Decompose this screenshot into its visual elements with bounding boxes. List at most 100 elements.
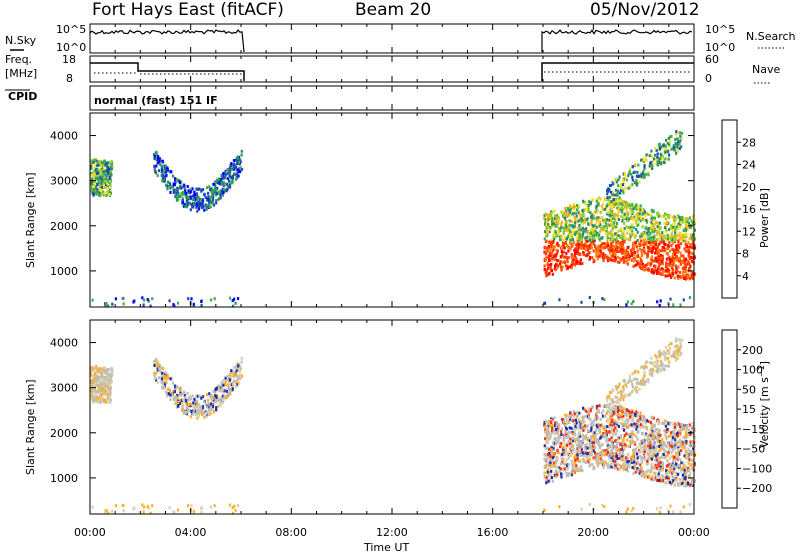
heatmap-cell [627, 186, 630, 190]
heatmap-cell [664, 450, 667, 454]
heatmap-cell [691, 242, 694, 246]
heatmap-cell [597, 216, 600, 220]
heatmap-cell [211, 402, 214, 406]
heatmap-cell [186, 203, 189, 207]
heatmap-cell [219, 386, 222, 390]
colorbar-tick-label: 28 [742, 136, 756, 149]
heatmap-cell [93, 172, 96, 176]
heatmap-cell [615, 432, 618, 436]
heatmap-cell [223, 389, 226, 393]
heatmap-cell [662, 449, 665, 453]
heatmap-cell [104, 163, 107, 167]
heatmap-cell [570, 263, 573, 267]
heatmap-cell [670, 224, 673, 228]
heatmap-cell [666, 246, 670, 250]
heatmap-cell [198, 200, 201, 204]
heatmap-cell [621, 438, 624, 442]
heatmap-cell [93, 373, 96, 377]
heatmap-cell [652, 227, 655, 231]
heatmap-cell [640, 250, 643, 254]
heatmap-cell [677, 274, 680, 278]
heatmap-cell [583, 420, 586, 424]
heatmap-cell [688, 444, 691, 448]
heatmap-cell [570, 426, 573, 430]
heatmap-cell [579, 465, 582, 469]
heatmap-cell [673, 148, 676, 152]
heatmap-cell [689, 451, 692, 455]
heatmap-cell [662, 242, 665, 246]
heatmap-cell [677, 240, 680, 244]
heatmap-cell [641, 209, 644, 213]
heatmap-cell [543, 453, 546, 457]
heatmap-cell [631, 430, 634, 434]
heatmap-cell [553, 461, 556, 465]
heatmap-cell [545, 223, 548, 227]
heatmap-cell [595, 458, 598, 462]
heatmap-cell [635, 205, 638, 208]
heatmap-cell [572, 409, 575, 413]
heatmap-cell [629, 439, 632, 443]
heatmap-cell [599, 423, 602, 427]
heatmap-cell [570, 473, 573, 477]
heatmap-cell [614, 188, 617, 192]
heatmap-cell [661, 262, 664, 266]
heatmap-cell [659, 447, 662, 451]
heatmap-cell [583, 217, 586, 221]
heatmap-cell [652, 218, 656, 222]
heatmap-cell [596, 257, 599, 261]
heatmap-cell [611, 442, 614, 446]
heatmap-cell [640, 216, 643, 220]
heatmap-cell [110, 380, 113, 384]
heatmap-cell [665, 150, 668, 154]
heatmap-cell [200, 406, 203, 409]
heatmap-cell [109, 171, 112, 175]
heatmap-cell [638, 472, 641, 475]
heatmap-cell [108, 179, 112, 183]
heatmap-cell [645, 218, 648, 222]
heatmap-cell [689, 244, 692, 248]
heatmap-cell [614, 238, 617, 242]
heatmap-cell [610, 258, 613, 262]
heatmap-cell [572, 436, 575, 440]
heatmap-cell [228, 179, 231, 183]
heatmap-cell [615, 247, 618, 251]
heatmap-cell [232, 164, 235, 168]
heatmap-cell [92, 396, 95, 399]
heatmap-cell [94, 374, 97, 378]
heatmap-cell [616, 437, 619, 441]
heatmap-cell [596, 457, 599, 461]
heatmap-cell [678, 270, 681, 274]
heatmap-cell [611, 434, 614, 438]
heatmap-cell [543, 264, 546, 268]
nave-label: Nave [752, 63, 780, 76]
heatmap-cell [625, 178, 628, 182]
heatmap-cell [636, 204, 640, 208]
heatmap-cell [617, 250, 620, 253]
heatmap-cell [625, 432, 628, 436]
heatmap-cell [193, 202, 197, 206]
heatmap-cell [224, 383, 227, 387]
heatmap-cell [608, 223, 611, 227]
heatmap-cell [671, 266, 674, 270]
heatmap-cell [237, 364, 240, 368]
heatmap-cell [626, 438, 629, 442]
heatmap-cell [679, 223, 682, 227]
heatmap-cell [223, 187, 226, 191]
heatmap-cell [693, 246, 697, 250]
heatmap-cell [200, 199, 203, 202]
heatmap-cell [591, 234, 594, 237]
heatmap-cell [632, 448, 635, 452]
heatmap-cell [642, 238, 645, 242]
heatmap-cell [562, 451, 566, 455]
heatmap-cell [665, 435, 668, 439]
heatmap-cell [672, 145, 675, 149]
heatmap-cell [209, 412, 212, 416]
heatmap-cell [612, 245, 615, 249]
heatmap-cell [588, 209, 591, 213]
heatmap-cell [156, 368, 159, 372]
heatmap-cell [543, 237, 546, 241]
heatmap-cell [647, 433, 650, 437]
heatmap-cell [108, 373, 111, 377]
heatmap-cell [550, 219, 554, 223]
heatmap-cell [573, 412, 577, 416]
